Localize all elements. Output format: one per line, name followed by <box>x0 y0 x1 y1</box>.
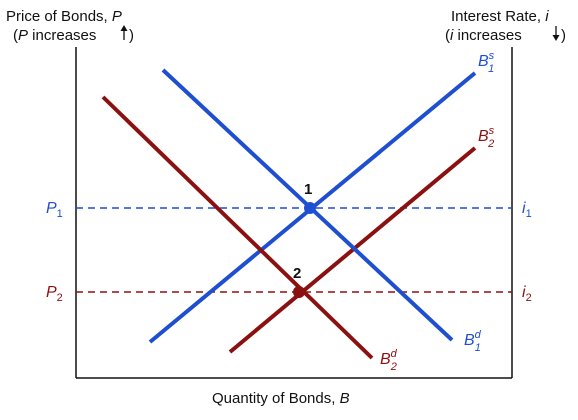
right-axis-title: Interest Rate, i <box>451 8 549 25</box>
interest-rate-1-label: i1 <box>522 200 532 220</box>
equilibrium-point-1 <box>304 202 316 214</box>
equilibrium-label-1: 1 <box>304 181 312 198</box>
equilibrium-point-2 <box>293 286 305 298</box>
equilibrium-label-2: 2 <box>293 265 301 282</box>
left-axis-title: Price of Bonds, P <box>6 8 122 25</box>
price-level-2-label: P2 <box>46 284 63 304</box>
supply-curve-2 <box>228 146 477 354</box>
right-axis-title-close: ) <box>561 27 566 44</box>
price-level-1-label: P1 <box>46 200 63 220</box>
demand-curve-2 <box>101 95 374 360</box>
supply-curve-2-label: Bs 2 <box>478 125 495 150</box>
down-arrow-icon <box>552 26 560 41</box>
bottom-axis-title: Quantity of Bonds, B <box>212 390 350 407</box>
left-axis-title-note: (P increases <box>13 27 96 44</box>
interest-rate-2-label: i2 <box>522 284 532 304</box>
demand-curve-1-label: Bd 1 <box>464 329 482 354</box>
right-axis-title-note: (i increases <box>445 27 522 44</box>
up-arrow-icon <box>120 25 128 40</box>
left-axis-title-close: ) <box>129 27 134 44</box>
supply-curve-1-label: Bs 1 <box>478 50 495 75</box>
demand-curve-2-label: Bd 2 <box>380 348 398 373</box>
